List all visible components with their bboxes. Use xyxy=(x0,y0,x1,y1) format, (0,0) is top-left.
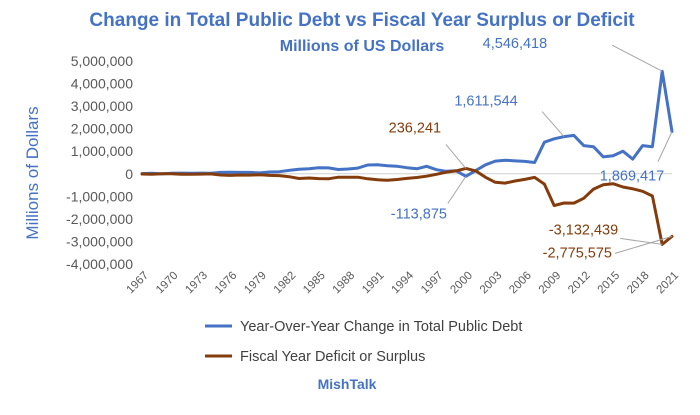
x-tick-label: 1982 xyxy=(272,270,299,297)
y-tick-label: 5,000,000 xyxy=(71,53,133,69)
x-tick-label: 2021 xyxy=(655,270,682,297)
y-tick-label: 3,000,000 xyxy=(71,98,133,114)
x-tick-label: 1973 xyxy=(183,270,210,297)
y-tick-label: 1,000,000 xyxy=(71,143,133,159)
x-tick-label: 1976 xyxy=(213,270,240,297)
legend-label-public-debt: Year-Over-Year Change in Total Public De… xyxy=(240,319,522,335)
y-tick-label: 2,000,000 xyxy=(71,121,133,137)
annotation-label: 1,611,544 xyxy=(454,94,517,110)
x-tick-label: 2000 xyxy=(448,270,475,297)
y-tick-label: -1,000,000 xyxy=(66,188,133,204)
series-group xyxy=(140,69,674,246)
annotation-label: 236,241 xyxy=(389,120,441,136)
x-tick-label: 1985 xyxy=(301,270,328,297)
series-line-deficit xyxy=(140,166,674,246)
annotation-leader xyxy=(611,44,663,72)
x-tick-label: 1988 xyxy=(331,270,358,297)
x-tick-label: 1979 xyxy=(242,270,269,297)
y-tick-label: -3,000,000 xyxy=(66,233,133,249)
annotation-label: -113,875 xyxy=(391,206,447,222)
annotation-leader xyxy=(445,144,467,169)
y-axis-label: Millions of Dollars xyxy=(23,106,42,239)
y-tick-label: -4,000,000 xyxy=(66,256,133,272)
annotation-leader xyxy=(447,176,467,204)
y-tick-label: -2,000,000 xyxy=(66,211,133,227)
annotation-label: 1,869,417 xyxy=(600,169,665,185)
y-axis-ticks: 5,000,000 4,000,000 3,000,000 2,000,000 1,00… xyxy=(66,53,133,272)
annotation-group: 4,546,418 1,611,544 1,869,417 -113,875 236,2… xyxy=(389,36,673,261)
annotation-leader xyxy=(541,111,565,137)
annotation-leader xyxy=(657,131,673,162)
annotation-label: -2,775,575 xyxy=(543,245,612,261)
chart-subtitle: Millions of US Dollars xyxy=(280,38,445,55)
x-axis-ticks: 1967 1970 1973 1976 1979 1982 1985 1988 1991 1994… xyxy=(125,269,682,296)
x-tick-label: 2006 xyxy=(507,270,534,297)
x-tick-label: 1970 xyxy=(154,270,181,297)
annotation-leader xyxy=(620,237,663,245)
x-tick-label: 2012 xyxy=(566,270,593,297)
chart-title: Change in Total Public Debt vs Fiscal Ye… xyxy=(89,10,635,31)
y-tick-label: 0 xyxy=(125,166,133,182)
annotation-label: -3,132,439 xyxy=(549,222,618,238)
x-tick-label: 1967 xyxy=(125,270,152,297)
annotation-leader xyxy=(614,235,673,254)
series-line-public-debt xyxy=(140,69,674,178)
x-tick-label: 1994 xyxy=(390,269,417,296)
source-label: MishTalk xyxy=(318,376,377,392)
x-tick-label: 1997 xyxy=(419,270,446,297)
x-tick-label: 1991 xyxy=(360,270,387,297)
legend: Year-Over-Year Change in Total Public De… xyxy=(205,319,522,365)
x-tick-label: 2018 xyxy=(625,270,652,297)
legend-label-deficit: Fiscal Year Deficit or Surplus xyxy=(240,349,425,365)
y-tick-label: 4,000,000 xyxy=(71,76,133,92)
x-tick-label: 2015 xyxy=(596,270,623,297)
x-tick-label: 2003 xyxy=(478,270,505,297)
x-tick-label: 2009 xyxy=(537,270,564,297)
annotation-label: 4,546,418 xyxy=(483,36,548,52)
